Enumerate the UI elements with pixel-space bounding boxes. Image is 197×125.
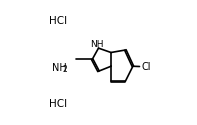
Text: HCl: HCl [49,16,67,26]
Text: 2: 2 [63,66,68,74]
Text: NH: NH [52,63,67,73]
Text: Cl: Cl [141,62,151,72]
Text: NH: NH [90,40,104,49]
Text: HCl: HCl [49,99,67,109]
